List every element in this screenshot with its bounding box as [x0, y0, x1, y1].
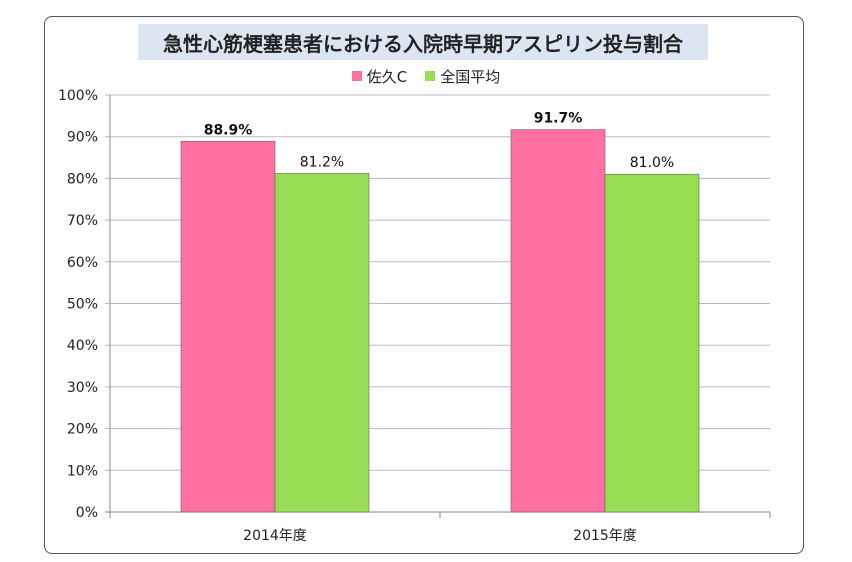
y-tick-label: 100% [58, 88, 98, 104]
y-tick-label: 30% [67, 380, 98, 396]
legend-item-series-1: 佐久C [351, 66, 408, 86]
y-tick-label: 60% [67, 255, 98, 271]
y-tick-label: 50% [67, 297, 98, 313]
legend-swatch-series-2 [425, 71, 436, 81]
y-tick-label: 10% [67, 463, 98, 479]
data-label: 81.2% [300, 154, 344, 170]
legend-label-series-2: 全国平均 [440, 67, 501, 86]
data-label: 88.9% [204, 122, 253, 138]
y-tick-label: 90% [67, 130, 98, 146]
bar [274, 173, 370, 513]
y-tick-label: 20% [67, 422, 98, 438]
y-tick-label: 40% [67, 338, 98, 354]
bar [180, 140, 276, 513]
legend-item-series-2: 全国平均 [425, 66, 500, 86]
chart-title: 急性心筋梗塞患者における入院時早期アスピリン投与割合 [138, 24, 708, 60]
data-label: 81.0% [630, 155, 674, 171]
bar [510, 129, 606, 513]
y-tick-label: 0% [76, 505, 98, 521]
legend: 佐久C 全国平均 [0, 66, 852, 86]
y-tick-label: 70% [67, 213, 98, 229]
bar [604, 173, 700, 513]
data-label: 91.7% [534, 111, 583, 127]
legend-label-series-1: 佐久C [366, 67, 408, 86]
x-tick-label: 2014年度 [243, 528, 307, 544]
legend-swatch-series-1 [351, 71, 362, 81]
x-tick-label: 2015年度 [573, 528, 637, 544]
y-tick-label: 80% [67, 171, 98, 187]
